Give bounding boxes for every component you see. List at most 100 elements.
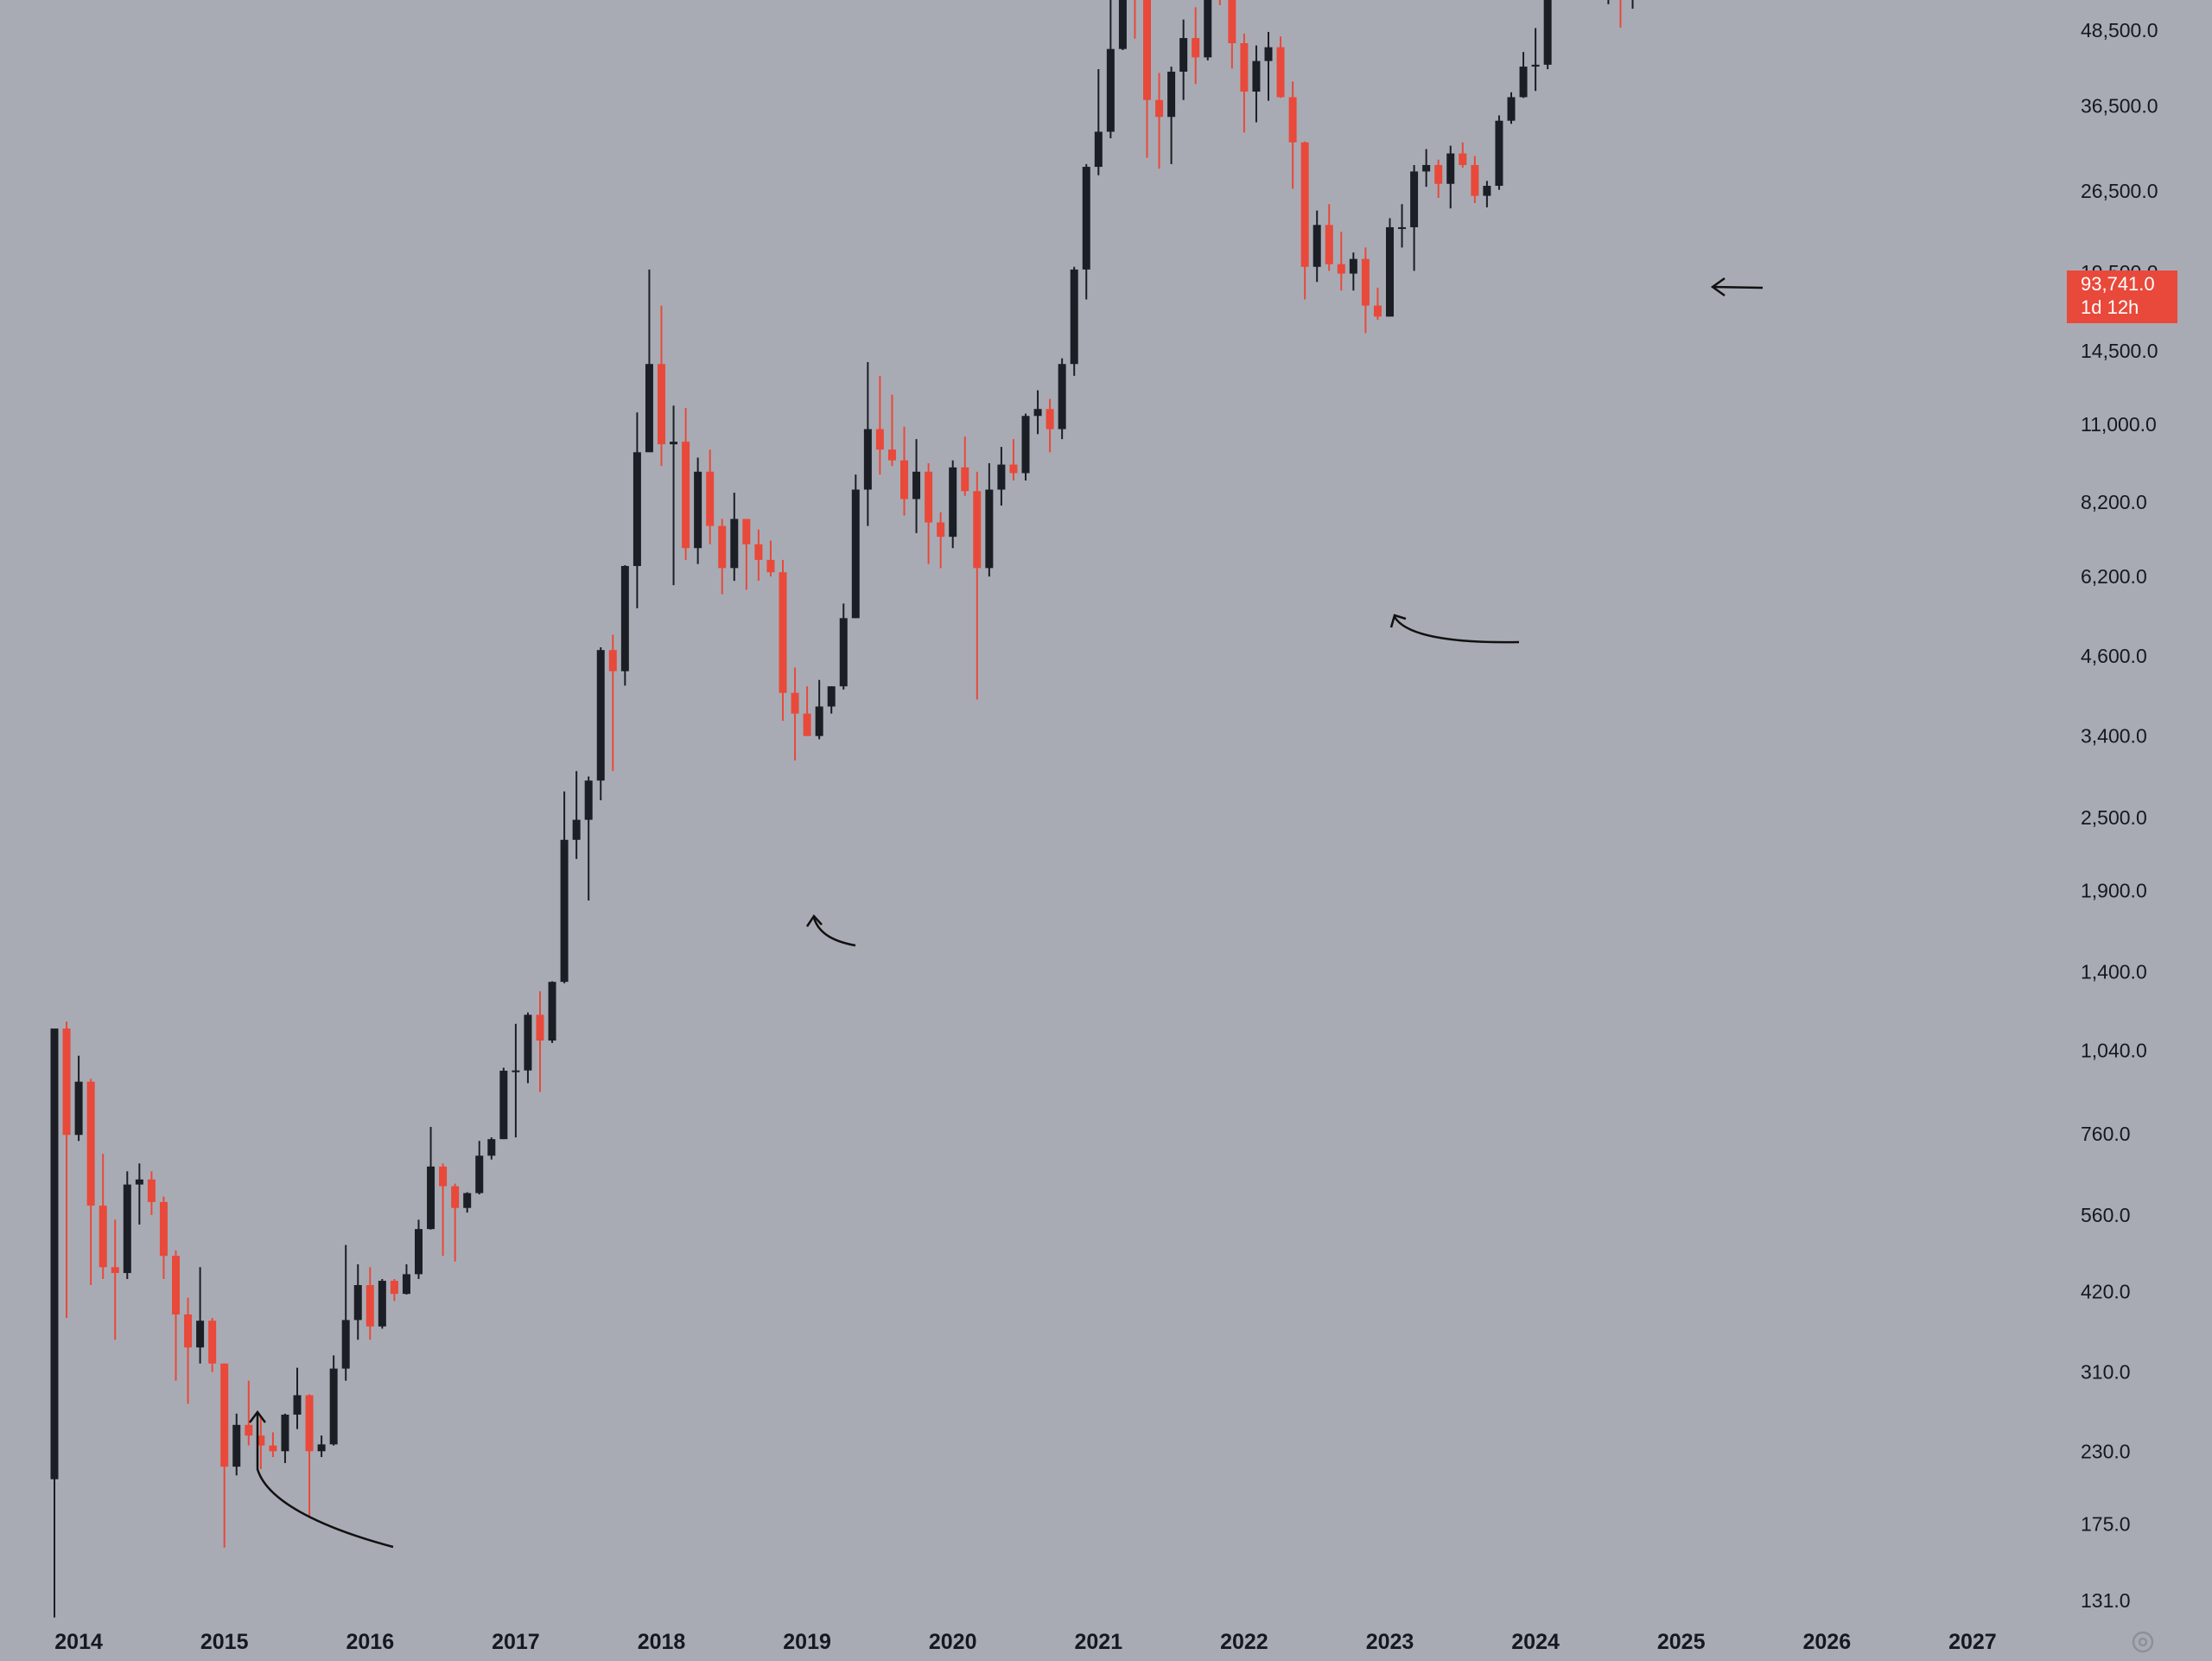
candle-body	[50, 1028, 59, 1480]
candle-2017-07	[584, 776, 593, 901]
candle-2016-08	[451, 1183, 460, 1262]
candle-2018-07	[730, 493, 739, 582]
candle-2021-08	[1179, 19, 1188, 100]
candle-body	[135, 1179, 143, 1185]
y-tick-label: 26,500.0	[2081, 180, 2158, 202]
candle-body	[1082, 167, 1090, 270]
candle-body	[875, 429, 884, 450]
candle-body	[632, 452, 641, 566]
candle-body	[997, 464, 1006, 490]
candle-body	[1325, 225, 1333, 264]
candle-2019-12	[937, 512, 945, 569]
candle-body	[803, 713, 811, 736]
y-tick-label: 175.0	[2081, 1512, 2131, 1535]
candle-body	[1471, 164, 1479, 196]
y-tick-label: 36,500.0	[2081, 94, 2158, 117]
candle-2017-01	[512, 1023, 520, 1138]
candle-2020-06	[1009, 439, 1018, 481]
candle-body	[208, 1321, 217, 1364]
settings-icon[interactable]	[2132, 1631, 2154, 1653]
candle-body	[269, 1445, 277, 1452]
candle-body	[1446, 153, 1455, 184]
candle-2022-08	[1325, 204, 1333, 271]
candle-2016-10	[475, 1141, 484, 1195]
candle-2021-02	[1106, 0, 1115, 138]
candle-body	[1349, 258, 1357, 274]
candle-2020-07	[1021, 413, 1030, 481]
candle-2018-03	[682, 407, 690, 560]
candle-2018-01	[658, 305, 665, 467]
last-price-countdown: 1d 12h	[2081, 296, 2139, 318]
y-tick-label: 420.0	[2081, 1280, 2131, 1302]
y-tick-label: 1,400.0	[2081, 960, 2147, 983]
annotation-arrow-2018-low	[812, 917, 856, 947]
candle-2023-09	[1483, 181, 1491, 207]
candle-2021-01	[1094, 68, 1103, 175]
candle-2020-11	[1070, 266, 1078, 376]
candle-body	[62, 1028, 71, 1136]
x-tick-label: 2018	[638, 1630, 686, 1654]
candle-2023-03	[1410, 164, 1419, 271]
candle-body	[86, 1081, 95, 1206]
candle-body	[912, 471, 921, 500]
candle-2024-08	[1619, 0, 1622, 28]
x-tick-label: 2021	[1074, 1630, 1122, 1654]
y-tick-label: 560.0	[2081, 1204, 2131, 1226]
price-axis[interactable]: 375,000.0275,000.0205,000.0155,000.0115,…	[2081, 0, 2169, 1661]
candle-body	[572, 819, 581, 840]
candle-body	[1300, 142, 1309, 267]
candle-body	[281, 1414, 289, 1452]
candle-2023-11	[1507, 92, 1516, 124]
candle-body	[1252, 60, 1261, 92]
y-tick-label: 11,000.0	[2081, 413, 2157, 436]
candle-body	[111, 1267, 119, 1274]
x-tick-label: 2016	[346, 1630, 394, 1654]
candle-2020-03	[973, 471, 982, 700]
candle-2020-01	[949, 460, 957, 549]
candle-2018-04	[694, 457, 702, 564]
candle-body	[475, 1155, 484, 1193]
candle-body	[730, 519, 739, 569]
candle-body	[1288, 97, 1297, 143]
candle-body	[682, 442, 690, 549]
candle-2017-05	[560, 791, 569, 983]
candle-body	[99, 1206, 107, 1268]
candle-body	[317, 1444, 326, 1452]
candle-2021-10	[1204, 0, 1212, 60]
candle-2019-04	[839, 603, 848, 690]
candle-2017-10	[620, 564, 629, 686]
candle-body	[1495, 120, 1503, 187]
candle-body	[1361, 258, 1370, 306]
candle-2019-02	[815, 679, 823, 740]
y-tick-label: 131.0	[2081, 1589, 2131, 1612]
candles-layer	[50, 0, 1634, 1618]
candle-2015-04	[257, 1416, 265, 1469]
candle-2014-12	[208, 1318, 217, 1372]
candle-2018-02	[670, 405, 678, 586]
candle-body	[402, 1274, 410, 1295]
candle-body	[172, 1256, 180, 1314]
candle-body	[1058, 364, 1066, 430]
candle-body	[1276, 47, 1285, 98]
candle-2022-06	[1300, 141, 1309, 300]
candle-2021-12	[1228, 0, 1236, 69]
candle-2024-01	[1531, 28, 1540, 92]
candle-body	[329, 1368, 338, 1445]
y-tick-label: 230.0	[2081, 1440, 2131, 1462]
candle-2022-11	[1361, 247, 1370, 334]
candle-body	[596, 650, 605, 781]
last-price-badge: 93,741.0 1d 12h	[2067, 270, 2177, 323]
candle-2014-01	[74, 1055, 83, 1142]
candle-2016-03	[390, 1278, 398, 1301]
candle-body	[658, 364, 665, 445]
candle-2022-05	[1288, 81, 1297, 189]
candle-2013-12	[62, 1021, 71, 1319]
time-axis[interactable]: 2014 2015 2016 2017 2018 2019 2020 2021 2022 2023…	[54, 1630, 1996, 1654]
candle-body	[985, 489, 994, 569]
candle-2016-06	[427, 1127, 435, 1230]
candle-body	[1070, 269, 1078, 365]
candle-body	[548, 982, 556, 1041]
x-tick-label: 2015	[200, 1630, 249, 1654]
candle-2015-09	[317, 1435, 326, 1458]
